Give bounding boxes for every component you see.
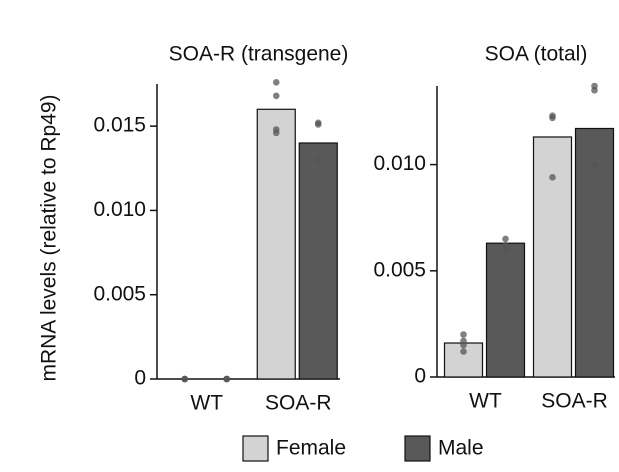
data-point [314,156,322,164]
y-tick-label: 0 [414,365,426,388]
data-point [549,174,556,181]
x-tick-label: SOA-R [265,392,332,415]
data-point [460,341,467,349]
data-point [314,121,322,128]
x-tick-label: WT [469,390,502,413]
x-tick-label: SOA-R [541,390,608,413]
legend-label: Female [276,437,346,460]
legend-swatch [404,435,431,462]
y-tick-label: 0.015 [93,114,146,137]
data-point [460,348,467,355]
y-tick-label: 0 [134,367,146,390]
data-point [549,114,556,122]
data-point [591,86,598,94]
data-point [502,246,509,253]
y-tick-label: 0.010 [93,198,146,221]
data-point [272,92,280,100]
legend-label: Male [438,437,484,460]
y-tick-label: 0.010 [373,152,426,175]
data-point [591,163,598,171]
y-tick-label: 0.005 [93,282,146,305]
data-point [272,129,280,137]
bar [298,142,338,380]
panel-title: SOA-R (transgene) [169,43,349,66]
data-point [460,331,467,338]
x-tick-label: WT [190,392,223,415]
data-point [272,79,280,86]
data-point [223,375,231,383]
bar [256,108,296,380]
bar [485,242,526,378]
data-point [502,235,509,243]
panel-title: SOA (total) [485,43,588,66]
data-point [181,375,189,383]
y-axis-label: mRNA levels (relative to Rp49) [38,94,61,381]
y-tick-label: 0.005 [373,258,426,281]
legend-swatch [242,435,269,462]
bar [532,136,573,378]
